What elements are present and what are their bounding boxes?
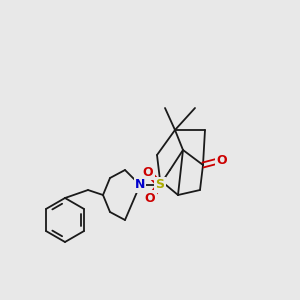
Text: N: N xyxy=(135,178,145,191)
Text: O: O xyxy=(217,154,227,166)
Text: S: S xyxy=(155,178,164,191)
Text: O: O xyxy=(143,166,153,178)
Text: O: O xyxy=(145,191,155,205)
